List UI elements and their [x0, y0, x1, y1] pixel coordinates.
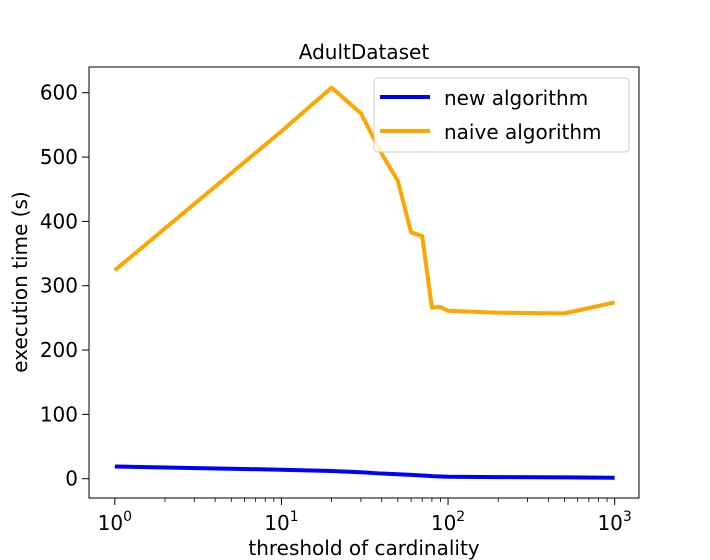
x-tick-label: 100 — [98, 509, 132, 535]
legend-box — [373, 77, 630, 153]
y-tick-label: 400 — [40, 209, 78, 233]
y-axis: 0 100 200 300 400 500 600 — [40, 81, 89, 491]
series-line-naive-algorithm — [113, 85, 616, 316]
plot-lines — [113, 85, 616, 480]
series-line-new-algorithm — [114, 464, 615, 480]
y-axis-label: execution time (s) — [8, 191, 32, 372]
x-tick-label: 101 — [264, 509, 298, 535]
x-tick-label: 103 — [597, 509, 631, 535]
y-tick-label: 0 — [65, 467, 78, 491]
y-tick-label: 600 — [40, 81, 78, 105]
y-tick-label: 200 — [40, 338, 78, 362]
x-axis-label: threshold of cardinality — [248, 536, 479, 560]
y-tick-label: 300 — [40, 274, 78, 298]
legend: new algorithm naive algorithm — [373, 77, 630, 153]
legend-label-new-algorithm: new algorithm — [444, 86, 588, 110]
legend-label-naive-algorithm: naive algorithm — [444, 120, 602, 144]
x-axis: 100 101 102 103 — [98, 498, 632, 535]
y-tick-label: 500 — [40, 145, 78, 169]
y-tick-label: 100 — [40, 402, 78, 426]
plot-frame — [88, 66, 640, 499]
x-tick-label: 102 — [431, 509, 465, 535]
chart-title: AdultDataset — [299, 40, 430, 64]
